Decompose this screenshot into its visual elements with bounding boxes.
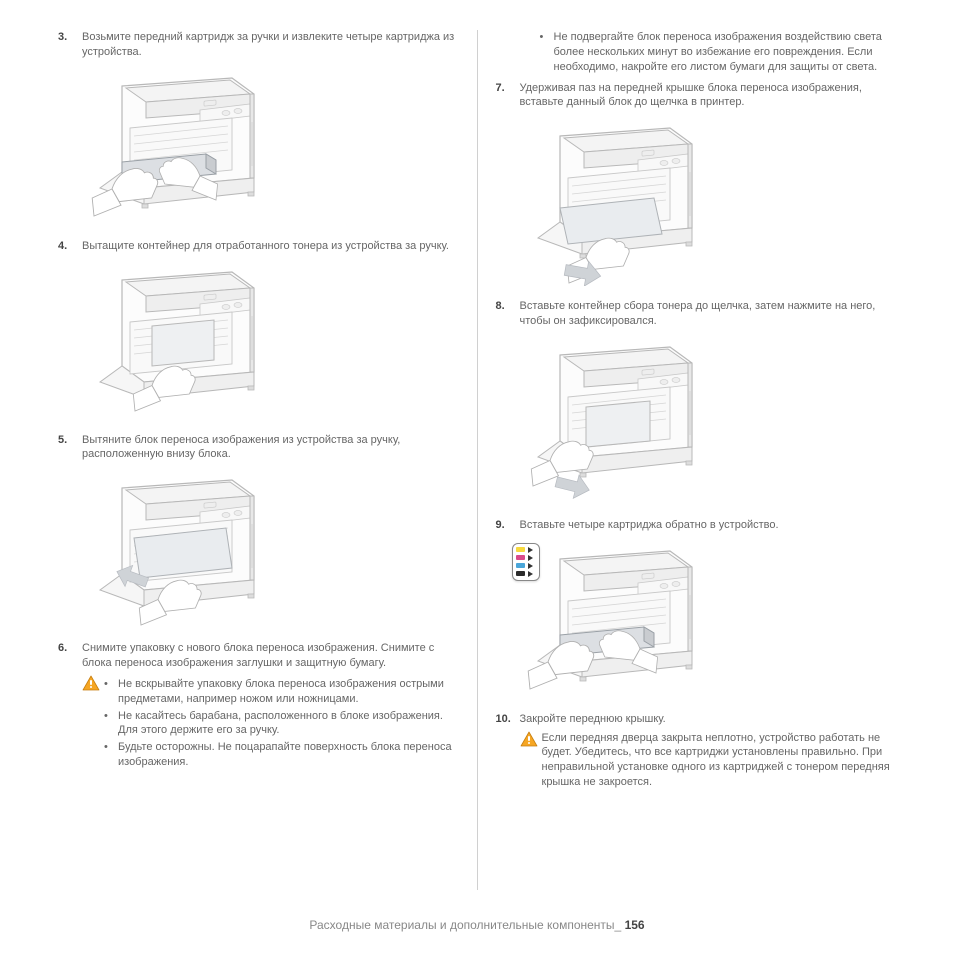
step-4: 4. Вытащите контейнер для отработанного … xyxy=(58,239,459,254)
step-text: Вытащите контейнер для отработанного тон… xyxy=(82,239,459,254)
right-column: Не подвергайте блок переноса изображения… xyxy=(477,30,907,890)
step-text: Закройте переднюю крышку. xyxy=(520,712,897,727)
step-text: Удерживая паз на передней крышке блока п… xyxy=(520,81,897,111)
step-5: 5. Вытяните блок переноса изображения из… xyxy=(58,433,459,463)
page-footer: Расходные материалы и дополнительные ком… xyxy=(0,918,954,932)
figure-step-5 xyxy=(82,468,459,631)
swatch-black xyxy=(516,571,525,576)
step-6: 6. Снимите упаковку с нового блока перен… xyxy=(58,641,459,671)
bullet: Не вскрывайте упаковку блока переноса из… xyxy=(104,677,459,707)
bullet: Не касайтесь барабана, расположенного в … xyxy=(104,709,459,739)
swatch-magenta xyxy=(516,555,525,560)
step-number: 6. xyxy=(58,641,82,671)
warning-text: Если передняя дверца закрыта неплотно, у… xyxy=(542,731,897,790)
step-number: 7. xyxy=(496,81,520,111)
step-number: 3. xyxy=(58,30,82,60)
figure-step-7 xyxy=(520,116,897,289)
step-10-warning: Если передняя дверца закрыта неплотно, у… xyxy=(520,731,897,790)
warning-icon xyxy=(520,731,540,790)
footer-label: Расходные материалы и дополнительные ком… xyxy=(309,918,621,932)
step-text: Вставьте контейнер сбора тонера до щелчк… xyxy=(520,299,897,329)
step-text: Вытяните блок переноса изображения из ус… xyxy=(82,433,459,463)
step-text: Снимите упаковку с нового блока переноса… xyxy=(82,641,459,671)
step-3: 3. Возьмите передний картридж за ручки и… xyxy=(58,30,459,60)
figure-step-8 xyxy=(520,335,897,508)
step-number: 5. xyxy=(58,433,82,463)
bullet: Будьте осторожны. Не поцарапайте поверхн… xyxy=(104,740,459,770)
toner-color-callout xyxy=(512,543,540,581)
step-number: 10. xyxy=(496,712,520,727)
step-10: 10. Закройте переднюю крышку. xyxy=(496,712,897,727)
figure-step-4 xyxy=(82,260,459,423)
warning-icon xyxy=(82,675,102,776)
page-number: 156 xyxy=(625,918,645,932)
swatch-yellow xyxy=(516,547,525,552)
step-9: 9. Вставьте четыре картриджа обратно в у… xyxy=(496,518,897,533)
bullet: Не подвергайте блок переноса изображения… xyxy=(540,30,897,75)
step-number: 4. xyxy=(58,239,82,254)
left-column: 3. Возьмите передний картридж за ручки и… xyxy=(48,30,477,890)
figure-step-3 xyxy=(82,66,459,229)
swatch-cyan xyxy=(516,563,525,568)
step-8: 8. Вставьте контейнер сбора тонера до ще… xyxy=(496,299,897,329)
step-7: 7. Удерживая паз на передней крышке блок… xyxy=(496,81,897,111)
step-text: Возьмите передний картридж за ручки и из… xyxy=(82,30,459,60)
step-number: 9. xyxy=(496,518,520,533)
step-text: Вставьте четыре картриджа обратно в устр… xyxy=(520,518,897,533)
step-6-warning: Не вскрывайте упаковку блока переноса из… xyxy=(82,675,459,776)
step-number: 8. xyxy=(496,299,520,329)
figure-step-9 xyxy=(520,539,897,702)
